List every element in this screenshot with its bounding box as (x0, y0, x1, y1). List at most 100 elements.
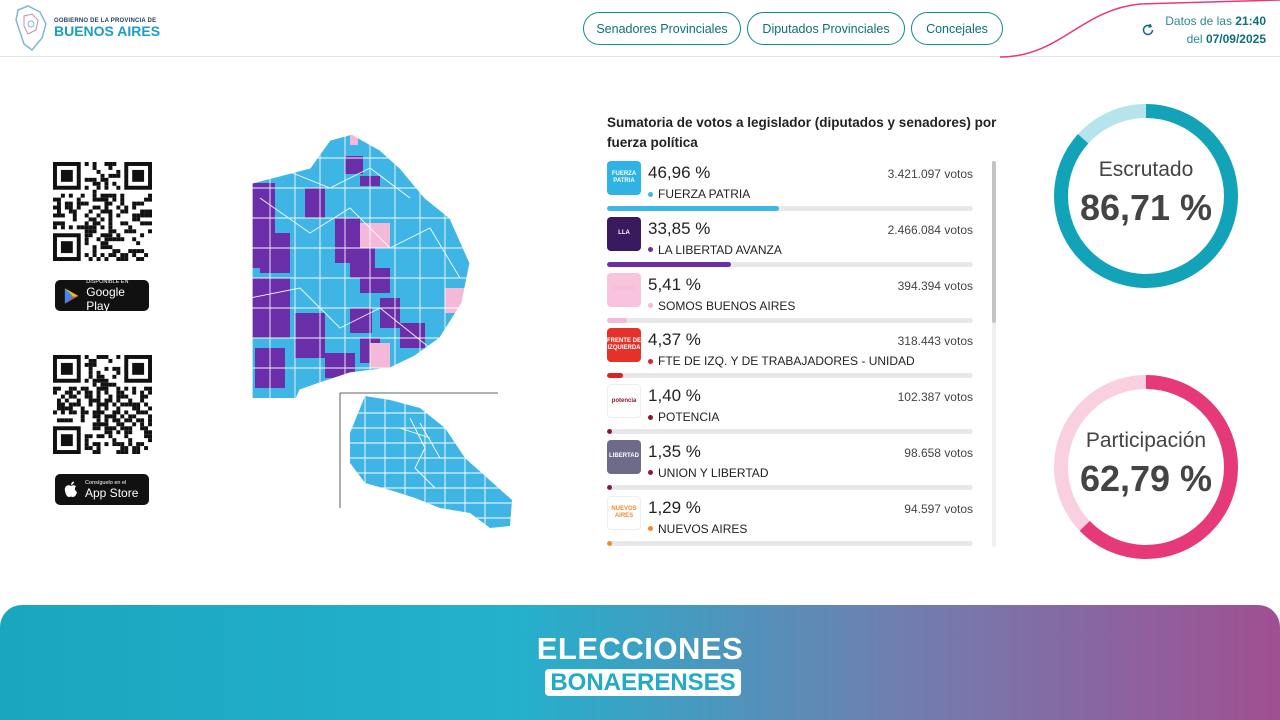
scrutinized-label: Escrutado (1098, 158, 1194, 181)
party-name: POTENCIA (658, 410, 720, 425)
party-results-list[interactable]: FUERZA PATRIA 46,96 % 3.421.097 votos FUERZ… (607, 161, 973, 547)
party-name: FUERZA PATRIA (658, 187, 751, 201)
app-store-small: Consíguelo en el (85, 479, 127, 486)
party-votes: 318.443 votos (897, 334, 973, 349)
apple-icon (64, 481, 77, 497)
party-row[interactable]: LIBERTAD 1,35 % 98.658 votos UNION Y LIBERT… (607, 439, 973, 496)
update-date: 07/09/2025 (1205, 32, 1266, 46)
party-color-dot (648, 526, 653, 532)
province-results-map[interactable] (250, 128, 515, 533)
header-decoration (999, 0, 1280, 58)
party-votes: 2.466.084 votos (887, 222, 973, 237)
party-row[interactable]: potencia 1,40 % 102.387 votos POTENCIA (607, 384, 973, 440)
party-name-row: FUERZA PATRIA (648, 187, 750, 201)
party-share-bar-fill (607, 261, 731, 267)
party-color-dot (648, 414, 653, 420)
update-time: 21:40 (1235, 14, 1266, 28)
scrutinized-ring (1054, 104, 1238, 288)
party-votes: 94.597 votos (904, 501, 973, 516)
update-prefix: Datos de las (1165, 14, 1232, 28)
party-logo: potencia (607, 384, 641, 419)
party-row[interactable]: LLA 33,85 % 2.466.084 votos LA LIBERTAD AVA… (607, 216, 973, 273)
party-row[interactable]: SOMOS 5,41 % 394.394 votos SOMOS BUENOS AIR… (607, 272, 973, 329)
logo-big-text: BUENOS AIRES (54, 22, 161, 39)
party-share-bar-fill (607, 206, 779, 211)
party-name: NUEVOS AIRES (658, 521, 748, 536)
footer-subtitle: BONAERENSES (545, 669, 741, 696)
nav-tabs: Senadores Provinciales Diputados Provinc… (583, 12, 1003, 45)
party-logo-text: FRENTE DE IZQUIERDA (607, 338, 641, 352)
party-share-bar (607, 261, 973, 267)
party-logo: LLA (607, 216, 641, 251)
party-percentage: 46,96 % (648, 163, 711, 182)
main-map (252, 134, 470, 398)
party-logo-text: LIBERTAD (609, 453, 639, 460)
party-logo: FRENTE DE IZQUIERDA (607, 328, 641, 363)
party-share-bar (607, 317, 973, 323)
party-color-dot (648, 247, 653, 253)
party-logo: LIBERTAD (607, 439, 641, 474)
participation-label: Participación (1085, 429, 1207, 452)
party-name: FTE DE IZQ. Y DE TRABAJADORES - UNIDAD (658, 354, 915, 369)
party-logo-text: SOMOS (612, 286, 636, 293)
refresh-icon[interactable] (1141, 23, 1155, 37)
party-color-dot (648, 191, 653, 197)
party-votes: 98.658 votos (904, 445, 973, 460)
party-row[interactable]: NUEVOS AIRES 1,29 % 94.597 votos NUEVOS AIR… (607, 495, 973, 547)
tab-concejales[interactable]: Concejales (911, 12, 1003, 45)
party-percentage: 33,85 % (648, 218, 711, 238)
party-row[interactable]: FRENTE DE IZQUIERDA 4,37 % 318.443 votos FT… (607, 328, 973, 384)
conurbano-inset-map (350, 396, 512, 528)
party-votes: 394.394 votos (897, 278, 973, 293)
logo-small-text: GOBIERNO DE LA PROVINCIA DE (54, 17, 157, 24)
scrutinized-value: 86,71 % (1079, 187, 1213, 228)
tab-senadores[interactable]: Senadores Provinciales (583, 12, 741, 45)
scrutinized-gauge: Escrutado 86,71 % (1051, 101, 1241, 291)
qr-code-ios[interactable] (53, 355, 152, 454)
tab-diputados[interactable]: Diputados Provinciales (747, 12, 905, 45)
party-votes: 102.387 votos (897, 390, 973, 405)
party-share-bar-fill (607, 484, 612, 490)
google-play-small: DISPONIBLE EN (86, 278, 129, 285)
footer-banner (0, 605, 1280, 720)
party-name-row: UNION Y LIBERTAD (648, 466, 768, 480)
party-percentage: 5,41 % (648, 274, 701, 294)
party-name-row: POTENCIA (648, 410, 719, 424)
party-name-row: NUEVOS AIRES (648, 522, 747, 536)
list-scrollbar[interactable] (992, 161, 996, 547)
participation-gauge: Participación 62,79 % (1051, 372, 1241, 562)
party-name-row: SOMOS BUENOS AIRES (648, 299, 795, 313)
party-logo-text: LLA (618, 230, 630, 237)
party-votes: 3.421.097 votos (887, 167, 973, 181)
header: GOBIERNO DE LA PROVINCIA DE BUENOS AIRES… (0, 0, 1280, 58)
party-logo-text: potencia (611, 397, 637, 404)
party-color-dot (648, 358, 653, 364)
party-logo: NUEVOS AIRES (607, 495, 641, 530)
province-map-icon (15, 5, 47, 52)
list-scrollbar-thumb[interactable] (992, 161, 996, 323)
app-store-label: App Store (85, 485, 139, 500)
update-del: del (1186, 32, 1203, 46)
party-share-bar-fill (607, 540, 612, 546)
party-share-bar (607, 373, 973, 379)
party-color-dot (648, 470, 653, 476)
party-share-bar-fill (607, 317, 627, 323)
province-logo[interactable]: GOBIERNO DE LA PROVINCIA DE BUENOS AIRES (14, 4, 160, 52)
google-play-icon (64, 287, 79, 304)
party-name: UNION Y LIBERTAD (658, 465, 769, 480)
party-name-row: FTE DE IZQ. Y DE TRABAJADORES - UNIDAD (648, 354, 915, 368)
party-percentage: 1,35 % (648, 441, 701, 461)
party-name-row: LA LIBERTAD AVANZA (648, 243, 782, 257)
party-color-dot (648, 303, 653, 309)
participation-value: 62,79 % (1079, 458, 1213, 499)
party-row[interactable]: FUERZA PATRIA 46,96 % 3.421.097 votos FUERZ… (607, 161, 973, 217)
party-share-bar (607, 206, 973, 211)
google-play-button[interactable]: DISPONIBLE EN Google Play (55, 278, 149, 313)
party-logo: SOMOS (607, 272, 641, 307)
app-store-button[interactable]: Consíguelo en el App Store (55, 474, 149, 505)
qr-code-android[interactable] (53, 162, 152, 261)
party-percentage: 4,37 % (648, 330, 701, 350)
party-name: LA LIBERTAD AVANZA (658, 242, 782, 257)
party-share-bar-fill (607, 429, 613, 435)
results-title: Sumatoria de votos a legislador (diputad… (607, 115, 997, 150)
